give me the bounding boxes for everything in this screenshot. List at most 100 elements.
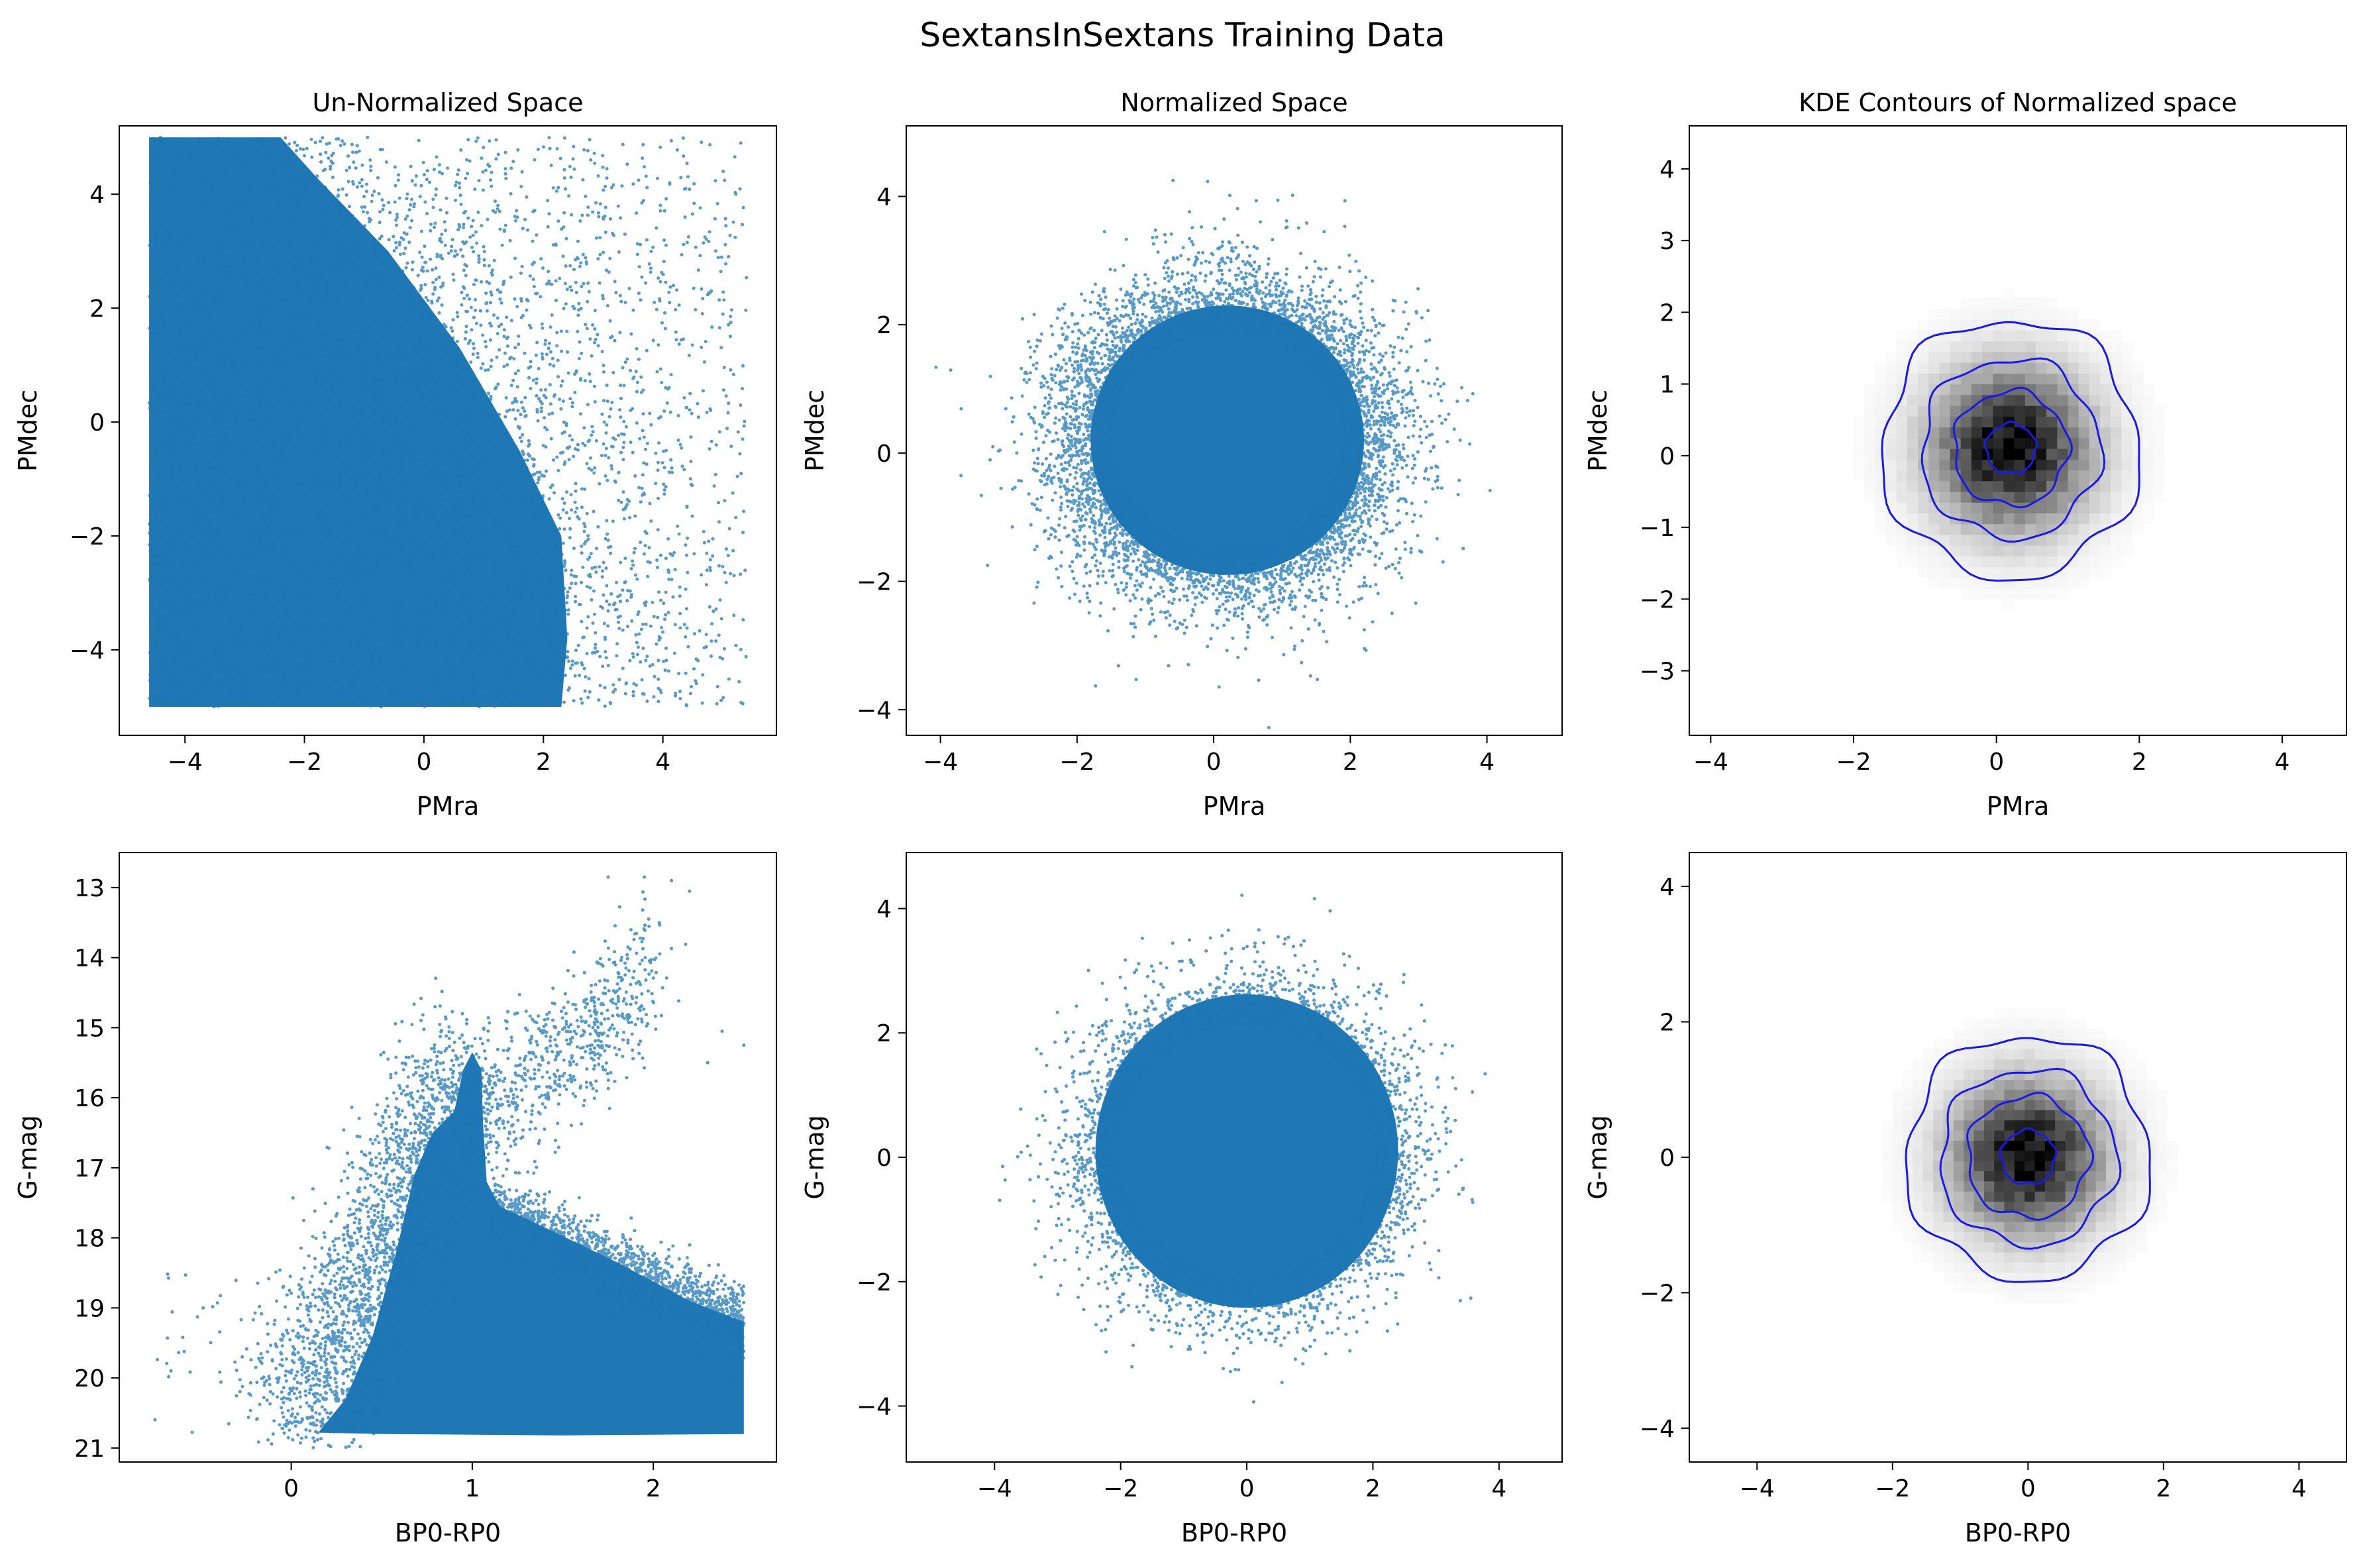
hist-bin xyxy=(1973,1140,1985,1151)
kde-contour-line xyxy=(1952,386,2074,509)
y-tick-label: 0 xyxy=(89,409,105,437)
hist-bin xyxy=(1983,1018,1995,1029)
hist-bin xyxy=(1854,437,1865,449)
hist-bin xyxy=(2044,1171,2056,1182)
hist-bin xyxy=(1882,1120,1893,1131)
hist-bin xyxy=(1971,502,1983,513)
hist-bin xyxy=(1994,1008,2005,1019)
hist-bin xyxy=(2100,545,2111,556)
hist-bin xyxy=(1994,1130,2005,1141)
x-axis-label: BP0-RP0 xyxy=(1181,1518,1287,1547)
hist-bin xyxy=(2153,427,2165,439)
hist-bin xyxy=(2126,1130,2137,1141)
hist-bin xyxy=(1939,480,1951,492)
hist-bin xyxy=(2004,1059,2015,1070)
hist-bin xyxy=(2044,1089,2056,1100)
hist-bin xyxy=(2068,394,2079,406)
hist-bin xyxy=(1918,556,1929,568)
hist-bin xyxy=(2055,1018,2066,1029)
hist-bin xyxy=(2116,1100,2127,1110)
y-axis-label: G-mag xyxy=(800,1115,829,1200)
hist-bin xyxy=(1903,1231,1913,1243)
y-tick-label: 21 xyxy=(74,1436,105,1463)
hist-bin xyxy=(1928,309,1940,320)
hist-bin xyxy=(1973,1161,1985,1171)
hist-bin xyxy=(2085,1231,2097,1243)
hist-bin xyxy=(1973,1089,1985,1100)
hist-bin xyxy=(1903,1069,1913,1080)
hist-bin xyxy=(1964,1241,1975,1253)
hist-bin xyxy=(2065,1241,2076,1253)
hist-bin xyxy=(2089,351,2101,363)
y-tick-label: −2 xyxy=(857,1269,892,1296)
scatter-points xyxy=(934,178,1492,729)
hist-bin xyxy=(2068,523,2079,535)
hist-bin xyxy=(2065,1049,2076,1060)
hist-bin xyxy=(2132,470,2144,482)
hist-bin xyxy=(1875,448,1887,460)
hist-bin xyxy=(1994,1049,2005,1060)
hist-bin xyxy=(2057,394,2069,406)
hist-bin xyxy=(2014,1028,2025,1039)
hist-bin xyxy=(1875,502,1887,513)
hist-bin xyxy=(2036,340,2047,352)
hist-bin xyxy=(1933,1130,1944,1141)
hist-bin xyxy=(2078,427,2090,439)
hist-bin xyxy=(2089,330,2101,342)
hist-bin xyxy=(1943,1241,1954,1253)
hist-bin xyxy=(1939,437,1951,449)
hist-bin xyxy=(1971,351,1983,363)
hist-bin xyxy=(2014,1120,2025,1131)
hist-bin xyxy=(2014,1231,2025,1243)
kde-contour-line xyxy=(1939,1067,2122,1250)
hist-bin xyxy=(2065,1211,2076,1222)
hist-bin xyxy=(2116,1171,2127,1182)
hist-bin xyxy=(2024,1079,2036,1090)
hist-bin xyxy=(1922,1201,1934,1212)
hist-bin xyxy=(2024,513,2036,525)
hist-bin xyxy=(2046,309,2058,320)
kde-histogram xyxy=(1854,287,2165,611)
hist-bin xyxy=(2034,1262,2046,1273)
dense-region xyxy=(318,1052,744,1436)
hist-bin xyxy=(1950,534,1962,546)
hist-bin xyxy=(1983,1140,1995,1151)
hist-bin xyxy=(2132,513,2144,525)
hist-bin xyxy=(1864,492,1875,503)
hist-bin xyxy=(2003,534,2015,546)
hist-bin xyxy=(1982,588,1993,600)
hist-bin xyxy=(1922,1110,1934,1121)
hist-bin xyxy=(1973,1120,1985,1131)
hist-bin xyxy=(2095,1252,2107,1263)
hist-bin xyxy=(2036,588,2047,600)
hist-bin xyxy=(1950,362,1962,374)
hist-bin xyxy=(2014,1039,2025,1049)
hist-bin xyxy=(1950,566,1962,578)
y-tick-label: 14 xyxy=(74,945,105,972)
hist-bin xyxy=(1903,1211,1913,1222)
hist-bin xyxy=(2024,1100,2036,1110)
hist-bin xyxy=(1983,1161,1995,1171)
hist-bin xyxy=(1885,427,1897,439)
hist-bin xyxy=(2100,556,2111,568)
hist-bin xyxy=(1994,1180,2005,1192)
hist-bin xyxy=(1943,1222,1954,1232)
hist-bin xyxy=(2034,1100,2046,1110)
hist-bin xyxy=(1907,480,1918,492)
hist-bin xyxy=(2121,351,2133,363)
hist-bin xyxy=(1960,362,1972,374)
hist-bin xyxy=(2111,492,2122,503)
hist-bin xyxy=(1882,1130,1893,1141)
hist-bin xyxy=(2075,1028,2086,1039)
hist-bin xyxy=(2065,1150,2076,1161)
hist-bin xyxy=(2111,405,2122,417)
hist-bin xyxy=(2044,1069,2056,1080)
subplot-title: Normalized Space xyxy=(1120,88,1347,117)
hist-bin xyxy=(1993,416,2005,428)
hist-bin xyxy=(2014,1292,2025,1304)
hist-bin xyxy=(1933,1039,1944,1049)
hist-bin xyxy=(2126,1252,2137,1263)
hist-bin xyxy=(2034,1110,2046,1121)
hist-bin xyxy=(1943,1272,1954,1283)
hist-bin xyxy=(1971,384,1983,395)
